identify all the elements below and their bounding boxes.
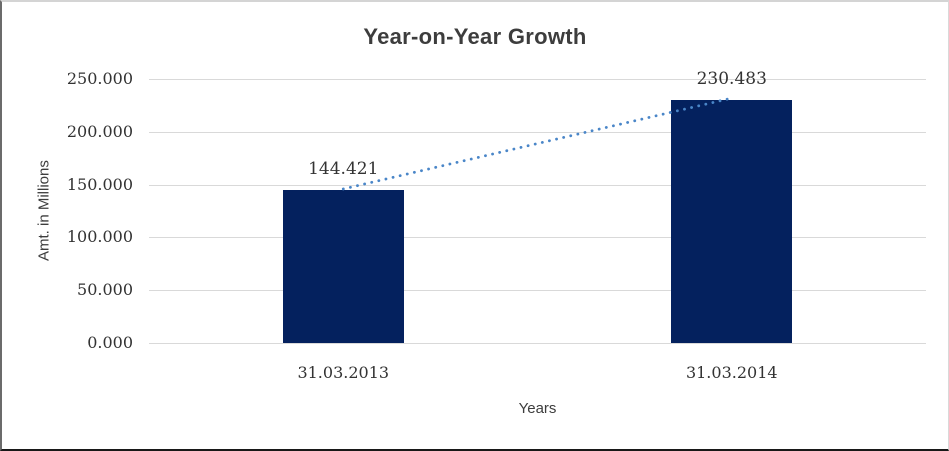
gridline xyxy=(149,289,926,291)
bar xyxy=(282,190,404,343)
y-axis-tick-labels: 0.000 50.000 100.000 150.000 200.000 250.000 xyxy=(2,69,133,352)
x-tick-label: 31.03.2013 xyxy=(297,363,390,382)
y-tick-label: 0.000 xyxy=(87,333,133,352)
y-tick-label: 50.000 xyxy=(77,280,133,299)
bar xyxy=(671,99,793,343)
y-tick-label: 100.000 xyxy=(66,227,133,246)
gridline xyxy=(149,184,926,186)
x-axis-title: Years xyxy=(518,400,557,417)
data-label: 144.421 xyxy=(308,159,379,180)
gridline xyxy=(149,78,926,80)
gridline xyxy=(149,131,926,133)
y-tick-label: 250.000 xyxy=(66,69,133,88)
gridline xyxy=(149,342,926,344)
chart-title: Year-on-Year Growth xyxy=(363,24,587,49)
y-tick-label: 150.000 xyxy=(66,175,133,194)
x-tick-label: 31.03.2014 xyxy=(685,363,778,382)
y-tick-label: 200.000 xyxy=(66,122,133,141)
gridline xyxy=(149,236,926,238)
plot-area: 144.421 230.483 xyxy=(149,69,926,344)
x-axis-tick-labels: 31.03.2013 31.03.2014 xyxy=(149,343,926,383)
data-label: 230.483 xyxy=(696,68,767,89)
trendline xyxy=(341,96,734,191)
